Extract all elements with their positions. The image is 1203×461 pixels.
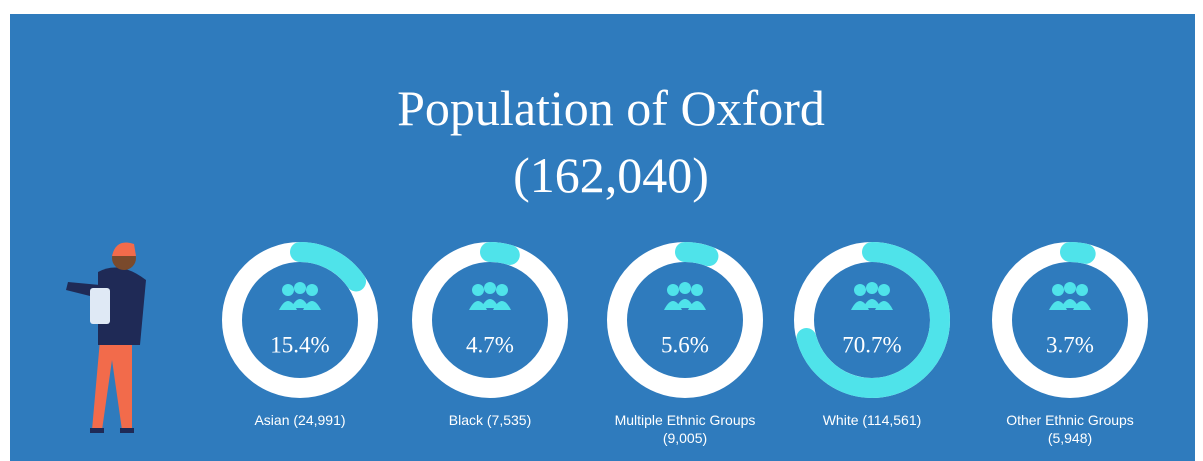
- icon-head: [691, 284, 703, 296]
- icon-head: [282, 284, 294, 296]
- people-icon: [279, 282, 321, 310]
- value-label: 5.6%: [661, 332, 709, 357]
- icon-head: [878, 284, 890, 296]
- icon-head: [866, 282, 878, 294]
- icon-head: [1076, 284, 1088, 296]
- value-label: 3.7%: [1046, 332, 1094, 357]
- people-icon: [851, 282, 893, 310]
- value-label: 4.7%: [466, 332, 514, 357]
- category-label: Multiple Ethnic Groups (9,005): [614, 412, 756, 446]
- ring-arc: [412, 242, 568, 398]
- icon-head: [496, 284, 508, 296]
- category-label: Asian (24,991): [254, 412, 346, 428]
- category-label: White (114,561): [822, 412, 922, 428]
- icon-head: [667, 284, 679, 296]
- icon-body: [1061, 299, 1079, 308]
- background: [10, 14, 1195, 461]
- people-icon: [664, 282, 706, 310]
- chart-title: Population of Oxford: [397, 80, 825, 136]
- icon-head: [1052, 284, 1064, 296]
- ring-arc: [222, 242, 378, 398]
- people-icon: [469, 282, 511, 310]
- icon-head: [294, 282, 306, 294]
- icon-head: [679, 282, 691, 294]
- people-icon: [1049, 282, 1091, 310]
- value-label: 70.7%: [842, 332, 901, 357]
- ring-arc: [607, 242, 763, 398]
- person-illustration: [66, 242, 146, 433]
- icon-head: [484, 282, 496, 294]
- icon-body: [676, 299, 694, 308]
- ring-arc: [992, 242, 1148, 398]
- chart-subtitle: (162,040): [513, 147, 709, 203]
- icon-body: [863, 299, 881, 308]
- icon-body: [481, 299, 499, 308]
- icon-head: [306, 284, 318, 296]
- ring-arc: [794, 242, 950, 398]
- icon-head: [1064, 282, 1076, 294]
- category-label: Black (7,535): [448, 412, 532, 428]
- icon-head: [854, 284, 866, 296]
- value-label: 15.4%: [270, 332, 329, 357]
- category-label: Other Ethnic Groups (5,948): [1006, 412, 1134, 446]
- icon-body: [291, 299, 309, 308]
- icon-head: [472, 284, 484, 296]
